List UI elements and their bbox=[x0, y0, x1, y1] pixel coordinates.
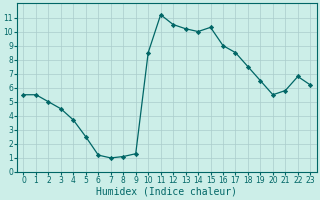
X-axis label: Humidex (Indice chaleur): Humidex (Indice chaleur) bbox=[96, 187, 237, 197]
